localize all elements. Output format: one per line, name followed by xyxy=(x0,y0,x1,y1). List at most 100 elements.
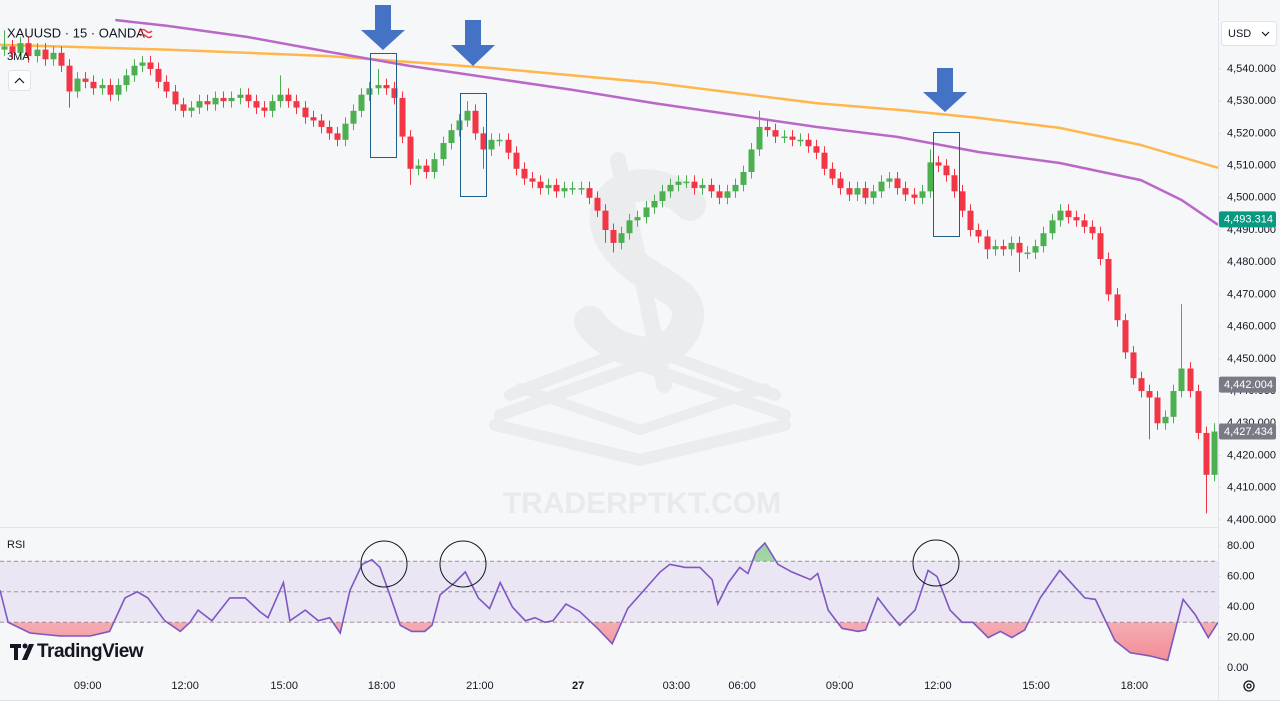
candle-body xyxy=(1032,246,1039,253)
price-label-box xyxy=(1219,376,1276,393)
candle-body xyxy=(626,220,633,234)
candle-body xyxy=(837,178,844,189)
candle-body xyxy=(935,162,942,166)
candle-body xyxy=(66,65,73,92)
y-tick-label: 4,520.000 xyxy=(1227,127,1276,139)
candle-body xyxy=(732,184,739,192)
candle-body xyxy=(366,88,373,95)
annotation-boxes xyxy=(370,53,960,237)
settings-button[interactable] xyxy=(1243,680,1255,692)
candle-body xyxy=(569,188,576,190)
candle-body xyxy=(667,184,674,192)
candle-body xyxy=(423,165,430,173)
x-tick-label: 15:00 xyxy=(1022,680,1050,692)
candle-body xyxy=(1138,378,1145,392)
candle-body xyxy=(1024,252,1031,255)
x-tick-label: 09:00 xyxy=(74,680,102,692)
candle-body xyxy=(651,201,658,208)
candle-body xyxy=(1081,220,1088,227)
candle-body xyxy=(212,97,219,105)
candle-body xyxy=(829,168,836,179)
candle-body xyxy=(1146,391,1153,398)
candle-body xyxy=(740,172,747,185)
candle-body xyxy=(188,107,195,111)
candle-body xyxy=(1170,391,1177,417)
annotation-circles xyxy=(360,539,960,588)
price-label: 4,442.004 xyxy=(1224,379,1273,391)
brand-logo xyxy=(10,643,34,660)
currency-button[interactable] xyxy=(1221,21,1277,46)
candle-body xyxy=(878,181,885,192)
candle-body xyxy=(155,68,162,82)
candle-body xyxy=(277,94,284,102)
highlight-box xyxy=(933,132,960,237)
circle xyxy=(912,539,960,587)
rsi-line xyxy=(0,541,1218,662)
candle-body xyxy=(9,46,16,53)
candle-body xyxy=(894,178,901,189)
candle-body xyxy=(699,184,706,189)
candle-body xyxy=(123,75,130,86)
candle-body xyxy=(594,197,601,211)
candle-body xyxy=(513,152,520,169)
candle-body xyxy=(951,175,958,192)
candle-body xyxy=(228,97,235,102)
collapse-button[interactable] xyxy=(8,70,31,91)
candle-body xyxy=(17,43,24,53)
candle-body xyxy=(172,91,179,105)
y-tick-label: 40.00 xyxy=(1227,601,1255,613)
candle-body xyxy=(821,152,828,169)
y-tick-label: 0.00 xyxy=(1227,662,1248,674)
candle-body xyxy=(919,191,926,198)
candle-body xyxy=(253,101,260,108)
circle xyxy=(439,540,487,588)
watermark: TRADERPTKT.COM xyxy=(503,487,781,520)
candle-body xyxy=(529,178,536,182)
y-tick-label: 4,410.000 xyxy=(1227,482,1276,494)
candle-body xyxy=(318,120,325,127)
candle-body xyxy=(472,110,479,134)
candle-body xyxy=(407,136,414,169)
y-tick-label: 20.00 xyxy=(1227,631,1255,643)
candle-body xyxy=(196,101,203,108)
candle-body xyxy=(967,210,974,230)
candle-body xyxy=(1073,217,1080,221)
price-label: 4,427.434 xyxy=(1224,426,1273,438)
candle-body xyxy=(813,146,820,153)
candle-body xyxy=(854,188,861,195)
candle-body xyxy=(326,126,333,134)
x-tick-label: 27 xyxy=(572,680,584,692)
price-pane xyxy=(0,18,1218,514)
candle-body xyxy=(310,117,317,121)
candle-body xyxy=(90,81,97,89)
candle-body xyxy=(34,49,41,57)
candle-body xyxy=(1049,220,1056,234)
candle-body xyxy=(805,139,812,147)
candle-body xyxy=(959,191,966,211)
candle-body xyxy=(764,126,771,131)
candle-body xyxy=(1130,352,1137,379)
x-tick-label: 18:00 xyxy=(368,680,396,692)
candle-body xyxy=(772,130,779,137)
candle-body xyxy=(724,191,731,198)
candle-body xyxy=(1089,226,1096,234)
candle-body xyxy=(139,62,146,66)
candle-body xyxy=(553,184,560,192)
candle-body xyxy=(383,85,390,89)
candle-body xyxy=(350,110,357,124)
candle-body xyxy=(1195,391,1202,433)
candle-body xyxy=(545,184,552,189)
oversold-fill xyxy=(0,622,1218,661)
candle-body xyxy=(521,168,528,179)
candle-body xyxy=(781,136,788,139)
y-tick-label: 4,480.000 xyxy=(1227,256,1276,268)
candle-body xyxy=(131,65,138,76)
candle-body xyxy=(586,188,593,198)
candle-body xyxy=(391,88,398,98)
watermark-logo xyxy=(489,152,791,467)
y-tick-label: 4,450.000 xyxy=(1227,353,1276,365)
candle-body xyxy=(537,181,544,189)
brand-name: TradingView xyxy=(37,641,144,662)
